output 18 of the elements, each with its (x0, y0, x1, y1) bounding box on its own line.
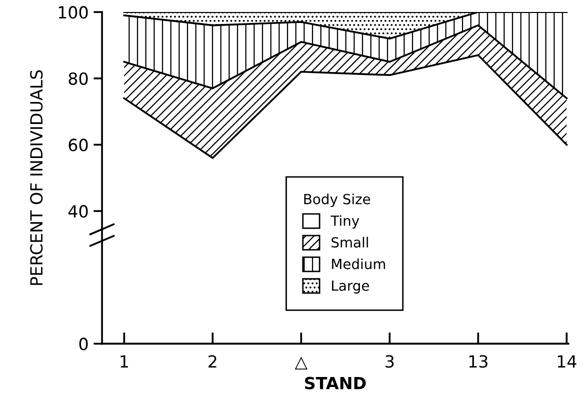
legend-label: Small (332, 236, 368, 248)
y-axis-title: PERCENT OF INDIVIDUALS (30, 70, 43, 285)
y-tick-label: 0 (79, 338, 88, 350)
x-tick-label: 13 (469, 355, 488, 368)
x-tick-label: 14 (558, 355, 576, 368)
x-axis-title: STAND (305, 376, 366, 390)
y-tick-label: 60 (68, 138, 88, 152)
legend-label: Medium (332, 258, 386, 270)
y-tick-label: 40 (68, 205, 88, 218)
y-tick-label: 80 (68, 72, 88, 85)
legend-title: Body Size (304, 194, 370, 208)
x-tick-label: △ (294, 356, 308, 370)
x-tick-label: 2 (208, 355, 216, 368)
y-tick-label: 100 (58, 6, 88, 19)
x-tick-label: 1 (120, 355, 128, 368)
x-tick-label: 3 (386, 355, 394, 368)
legend-label: Tiny (330, 215, 360, 229)
legend-label: Large (332, 280, 370, 294)
